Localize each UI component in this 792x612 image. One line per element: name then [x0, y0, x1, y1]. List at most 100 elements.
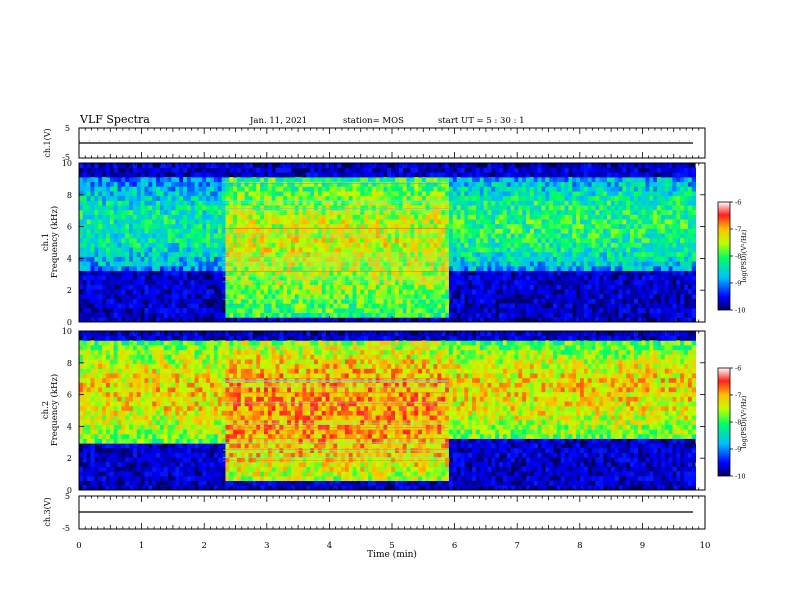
spectrogram-cell — [298, 223, 303, 229]
spectrogram-cell — [425, 242, 431, 248]
spectrogram-cell — [510, 284, 515, 290]
spectrogram-cell — [564, 293, 569, 300]
spectrogram-cell — [510, 228, 515, 234]
spectrogram-cell — [649, 181, 654, 187]
spectrogram-cell — [545, 317, 550, 323]
spectrogram-cell — [159, 163, 165, 169]
spectrogram-cell — [260, 312, 265, 318]
spectrogram-cell — [144, 279, 149, 285]
spectrogram-cell — [437, 200, 442, 206]
spectrogram-cell — [587, 219, 592, 225]
spectrogram-cell — [606, 275, 612, 281]
spectrogram-cell — [583, 186, 589, 192]
spectrogram-cell — [553, 233, 558, 239]
spectrogram-cell — [487, 284, 492, 290]
spectrogram-cell — [514, 177, 519, 183]
spectrogram-cell — [633, 261, 639, 267]
spectrogram-cell — [267, 270, 273, 276]
spectrogram-cell — [499, 205, 504, 211]
spectrogram-cell — [314, 181, 319, 187]
spectrogram-cell — [360, 289, 365, 295]
spectrogram-cell — [213, 177, 219, 183]
spectrogram-cell — [456, 270, 461, 276]
spectrogram-cell — [591, 219, 596, 225]
spectrogram-cell — [82, 200, 88, 206]
spectrogram-cell — [263, 251, 269, 257]
spectrogram-cell — [448, 279, 454, 285]
spectrogram-cell — [260, 191, 265, 197]
spectrogram-cell — [560, 298, 565, 304]
spectrogram-cell — [653, 228, 658, 234]
spectrogram-cell — [79, 209, 84, 215]
spectrogram-cell — [117, 181, 122, 187]
spectrogram-cell — [252, 289, 257, 295]
spectrogram-cell — [117, 265, 122, 271]
spectrogram-cell — [98, 261, 103, 267]
spectrogram-cell — [514, 307, 519, 314]
spectrogram-cell — [287, 242, 292, 248]
spectrogram-cell — [206, 172, 211, 178]
spectrogram-cell — [560, 312, 565, 318]
spectrogram-cell — [325, 303, 330, 309]
spectrogram-cell — [545, 219, 550, 225]
spectrogram-cell — [564, 298, 569, 304]
spectrogram-cell — [533, 172, 538, 178]
spectrogram-cell — [302, 191, 307, 197]
spectrogram-cell — [210, 265, 215, 271]
spectrogram-cell — [248, 293, 253, 300]
spectrogram-cell — [556, 270, 562, 276]
spectrogram-cell — [533, 265, 538, 271]
spectrogram-cell — [460, 275, 465, 281]
spectrogram-cell — [572, 172, 577, 178]
spectrogram-cell — [352, 172, 357, 178]
spectrogram-cell — [317, 228, 323, 234]
spectrogram-cell — [587, 209, 592, 215]
spectrogram-cell — [583, 251, 589, 257]
spectrogram-cell — [645, 233, 650, 239]
spectrogram-cell — [287, 223, 292, 229]
spectrogram-cell — [441, 251, 446, 257]
spectrogram-cell — [175, 195, 180, 201]
spectrogram-cell — [344, 228, 350, 234]
spectrogram-cell — [233, 293, 238, 300]
spectrogram-cell — [572, 200, 577, 206]
spectrogram-cell — [468, 209, 473, 215]
spectrogram-cell — [649, 275, 654, 281]
spectrogram-cell — [240, 214, 246, 220]
spectrogram-cell — [136, 279, 142, 285]
spectrogram-cell — [179, 200, 184, 206]
spectrogram-cell — [221, 261, 226, 267]
spectrogram-cell — [271, 177, 276, 183]
spectrogram-cell — [637, 237, 643, 243]
spectrogram-cell — [163, 237, 169, 243]
spectrogram-cell — [533, 270, 538, 276]
spectrogram-cell — [179, 191, 184, 197]
spectrogram-cell — [148, 242, 153, 248]
spectrogram-cell — [144, 261, 149, 267]
spectrogram-cell — [213, 237, 219, 243]
spectrogram-cell — [545, 214, 550, 220]
spectrogram-cell — [472, 293, 477, 300]
spectrogram-cell — [333, 261, 338, 267]
spectrogram-cell — [148, 237, 153, 243]
spectrogram-cell — [595, 228, 600, 234]
spectrogram-cell — [549, 195, 554, 201]
spectrogram-cell — [637, 247, 643, 253]
spectrogram-cell — [152, 200, 157, 206]
spectrogram-cell — [583, 209, 589, 215]
ch1-waveform-ylabel: ch.1(V) — [43, 128, 52, 157]
spectrogram-cell — [152, 270, 157, 276]
spectrogram-cell — [121, 265, 126, 271]
spectrogram-cell — [140, 219, 145, 225]
spectrogram-cell — [175, 270, 180, 276]
spectrogram-cell — [645, 181, 650, 187]
spectrogram-cell — [256, 228, 261, 234]
spectrogram-cell — [653, 209, 658, 215]
spectrogram-cell — [653, 219, 658, 225]
spectrogram-cell — [152, 284, 157, 290]
spectrogram-cell — [549, 223, 554, 229]
spectrogram-cell — [556, 186, 562, 192]
spectrogram-cell — [163, 177, 169, 183]
spectrogram-cell — [275, 256, 280, 262]
